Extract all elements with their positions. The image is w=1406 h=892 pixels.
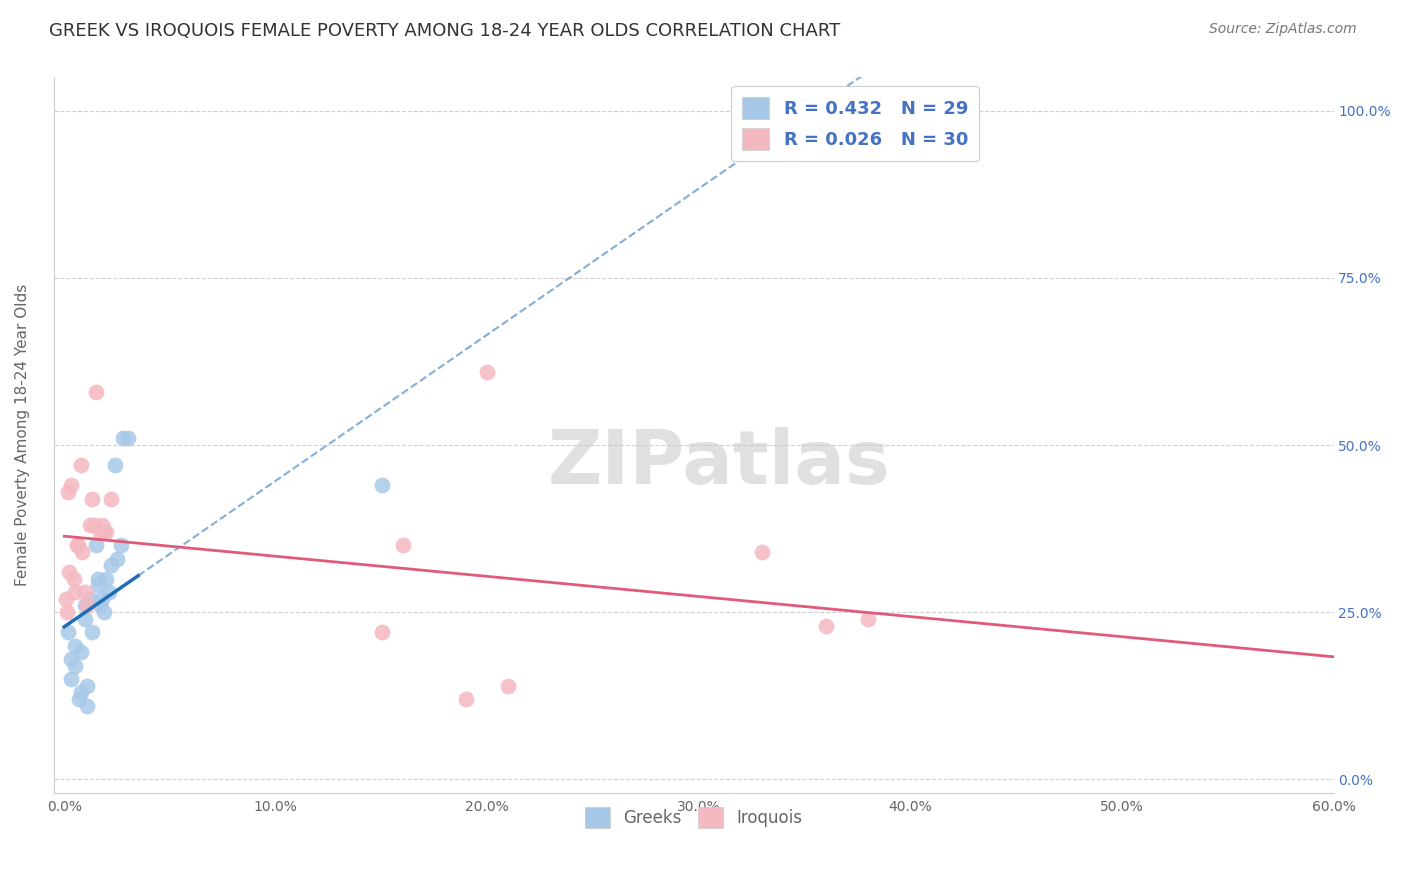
Point <box>370 625 392 640</box>
Point <box>79 591 101 606</box>
Point <box>87 578 110 592</box>
Point <box>55 591 77 606</box>
Point <box>67 692 90 706</box>
Point <box>70 645 93 659</box>
Text: ZIPatlas: ZIPatlas <box>548 427 890 500</box>
Point <box>751 545 773 559</box>
Point <box>100 558 122 573</box>
Text: Source: ZipAtlas.com: Source: ZipAtlas.com <box>1209 22 1357 37</box>
Point <box>84 538 107 552</box>
Point <box>814 618 837 632</box>
Point <box>117 431 139 445</box>
Point <box>63 639 86 653</box>
Point <box>59 672 82 686</box>
Point <box>498 679 520 693</box>
Point <box>58 565 80 579</box>
Y-axis label: Female Poverty Among 18-24 Year Olds: Female Poverty Among 18-24 Year Olds <box>15 284 30 586</box>
Legend: Greeks, Iroquois: Greeks, Iroquois <box>578 801 808 834</box>
Point <box>89 524 111 539</box>
Point <box>105 551 128 566</box>
Point <box>76 698 98 713</box>
Point <box>75 612 97 626</box>
Point <box>70 545 93 559</box>
Point <box>59 478 82 492</box>
Point <box>112 431 135 445</box>
Point <box>63 585 86 599</box>
Point <box>93 605 115 619</box>
Point <box>66 538 89 552</box>
Point <box>58 484 80 499</box>
Point <box>96 524 118 539</box>
Point <box>477 365 499 379</box>
Point <box>93 524 115 539</box>
Point <box>456 692 478 706</box>
Point <box>70 685 93 699</box>
Point <box>80 625 103 640</box>
Point <box>62 572 84 586</box>
Point <box>91 518 114 533</box>
Point <box>76 679 98 693</box>
Point <box>59 652 82 666</box>
Point <box>856 612 879 626</box>
Point <box>89 599 111 613</box>
Point <box>80 491 103 506</box>
Point <box>84 384 107 399</box>
Point <box>56 605 79 619</box>
Point <box>79 518 101 533</box>
Point <box>75 585 97 599</box>
Point <box>70 458 93 472</box>
Point <box>370 478 392 492</box>
Point <box>91 591 114 606</box>
Point <box>87 572 110 586</box>
Point <box>96 572 118 586</box>
Text: GREEK VS IROQUOIS FEMALE POVERTY AMONG 18-24 YEAR OLDS CORRELATION CHART: GREEK VS IROQUOIS FEMALE POVERTY AMONG 1… <box>49 22 841 40</box>
Point <box>83 518 105 533</box>
Point <box>66 538 89 552</box>
Point <box>110 538 132 552</box>
Point <box>97 585 120 599</box>
Point <box>63 658 86 673</box>
Point <box>100 491 122 506</box>
Point <box>104 458 127 472</box>
Point <box>391 538 413 552</box>
Point <box>75 599 97 613</box>
Point <box>58 625 80 640</box>
Point <box>76 599 98 613</box>
